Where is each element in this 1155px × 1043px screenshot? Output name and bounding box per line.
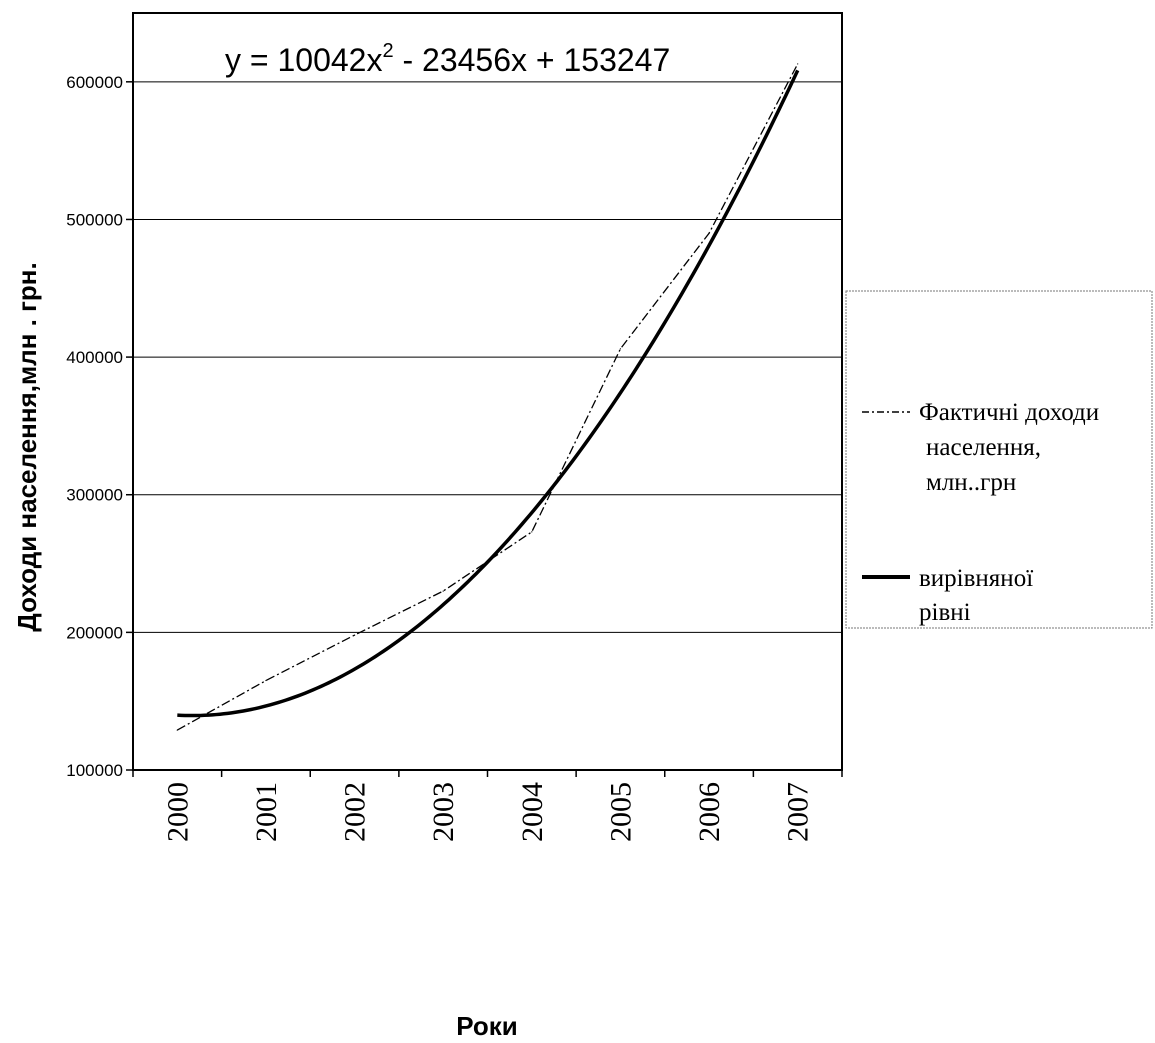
y-axis-title: Доходи населення,млн . грн.: [12, 262, 42, 631]
x-tick-label-2003: 2003: [427, 782, 460, 842]
actual-point-2003: [442, 590, 444, 592]
actual-point-2002: [353, 634, 356, 636]
plot-area-frame: [132, 12, 843, 771]
actual-point-2005: [619, 348, 622, 350]
x-tick-label-2007: 2007: [782, 782, 815, 842]
x-tick-label-2006: 2006: [693, 782, 726, 842]
trend-equation: y = 10042x2 - 23456x + 153247: [225, 40, 670, 78]
x-tick-labels: 2000 2001 2002 2003 2004 2005 2006 2007: [161, 782, 814, 842]
x-axis-title: Роки: [456, 1011, 518, 1041]
series-lines: [176, 63, 800, 731]
series-trend-line: [177, 69, 800, 718]
y-tick-label-500000: 500000: [66, 210, 123, 229]
legend-label-actual-line2: населення,: [926, 434, 1041, 461]
actual-point-2001: [265, 679, 267, 682]
actual-point-2004: [531, 531, 533, 533]
y-tick-label-100000: 100000: [66, 761, 123, 780]
y-tick-label-600000: 600000: [66, 73, 123, 92]
y-tick-label-200000: 200000: [66, 623, 123, 642]
actual-point-2000: [176, 729, 178, 731]
x-tick-label-2005: 2005: [604, 782, 637, 842]
series-actual-line: [176, 63, 799, 731]
legend: Фактичні доходи населення, млн..грн вирі…: [845, 290, 1153, 629]
y-tick-label-300000: 300000: [66, 486, 123, 505]
x-tick-label-2004: 2004: [516, 782, 549, 842]
axis-ticks: [126, 81, 843, 777]
y-tick-label-400000: 400000: [66, 348, 123, 367]
legend-box: [845, 290, 1153, 629]
x-tick-label-2000: 2000: [161, 782, 194, 842]
x-tick-label-2001: 2001: [250, 782, 283, 842]
x-tick-label-2002: 2002: [339, 782, 372, 842]
legend-label-trend-line2: рівні: [919, 599, 971, 626]
actual-point-2007: [797, 63, 799, 65]
actual-point-2006: [708, 232, 710, 234]
y-tick-labels: 100000 200000 300000 400000 500000 600000: [66, 73, 123, 780]
legend-label-actual-line1: Фактичні доходи: [919, 399, 1099, 426]
gridlines: [133, 81, 842, 633]
legend-label-actual-line3: млн..грн: [926, 469, 1016, 496]
legend-label-trend-line1: вирівняної: [919, 565, 1033, 592]
